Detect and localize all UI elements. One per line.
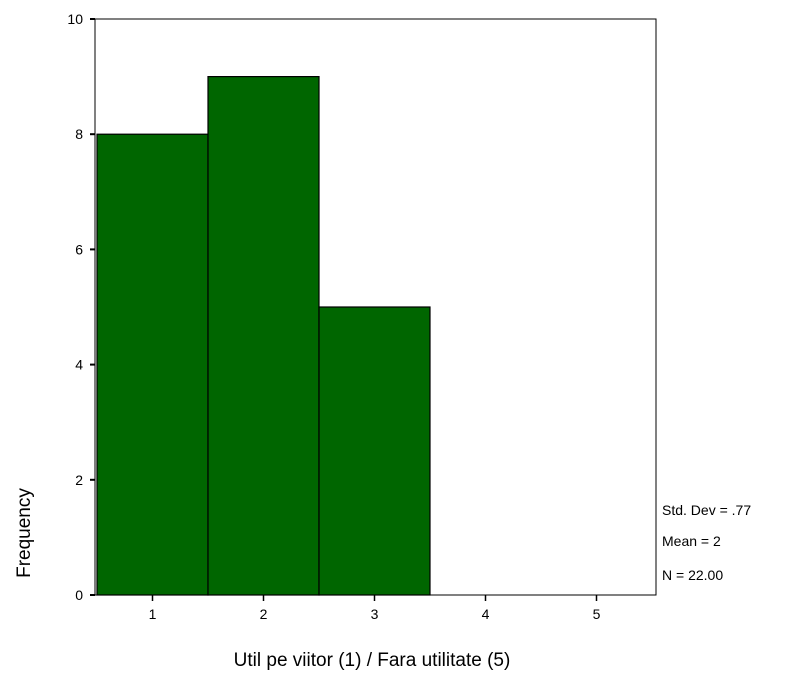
x-tick-label: 2 <box>260 606 268 622</box>
y-tick-label: 2 <box>75 472 83 488</box>
x-axis: 1 2 3 4 5 <box>149 595 601 622</box>
stat-mean: Mean = 2 <box>662 533 721 549</box>
stat-std-dev: Std. Dev = .77 <box>662 502 751 518</box>
y-tick-label: 0 <box>75 587 83 603</box>
y-tick-label: 8 <box>75 126 83 142</box>
bar-3 <box>318 306 431 596</box>
bar-2 <box>207 75 320 596</box>
y-tick-label: 6 <box>75 241 83 257</box>
bar-1 <box>96 133 209 596</box>
y-tick-label: 4 <box>75 357 83 373</box>
y-axis: 0 2 4 6 8 10 <box>67 11 95 603</box>
y-tick-label: 10 <box>67 11 83 27</box>
bars-group <box>96 75 431 596</box>
y-axis-title: Frequency <box>14 488 35 578</box>
x-tick-label: 5 <box>593 606 601 622</box>
stat-n: N = 22.00 <box>662 567 723 583</box>
x-axis-title: Util pe viitor (1) / Fara utilitate (5) <box>234 650 511 671</box>
x-tick-label: 4 <box>482 606 490 622</box>
x-tick-label: 3 <box>371 606 379 622</box>
x-tick-label: 1 <box>149 606 157 622</box>
